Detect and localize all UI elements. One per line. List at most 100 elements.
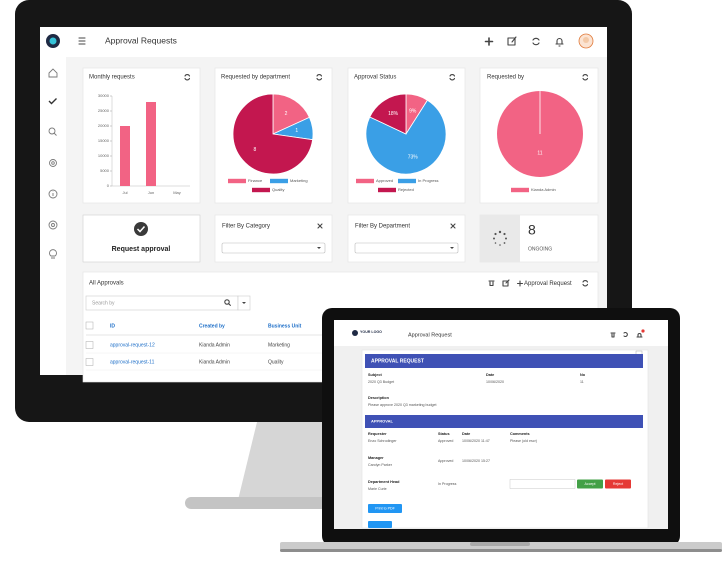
- legend-label: Marketing: [290, 178, 308, 183]
- nav-home[interactable]: [48, 68, 58, 78]
- legend-label: Kianda Admin: [531, 187, 556, 192]
- y-tick-label: 25000: [98, 108, 110, 113]
- card-refresh[interactable]: [582, 74, 589, 81]
- reject-button[interactable]: [605, 479, 631, 489]
- field-value: Please approve 2020 Q3 marketing budget: [368, 403, 437, 407]
- laptop: YOUR LOGO Approval Request APPROVAL REQU…: [280, 308, 722, 552]
- nav-admin[interactable]: [48, 220, 58, 230]
- form-header: [365, 354, 643, 368]
- column-header: Business Unit: [268, 323, 302, 329]
- row-cell: Kianda Admin: [199, 359, 230, 365]
- x-tick-label: Jun: [148, 190, 154, 195]
- edit-icon[interactable]: [507, 36, 517, 46]
- slice-label: 2: [285, 111, 288, 117]
- column-header: Created by: [199, 323, 225, 329]
- approval-title: APPROVAL: [371, 419, 393, 424]
- x-tick-label: May: [173, 190, 181, 195]
- legend-label: In Progress: [418, 178, 438, 183]
- avatar-face: [583, 37, 589, 43]
- legend-swatch: [228, 178, 246, 184]
- accept-button[interactable]: [577, 479, 603, 489]
- pie-slice: [232, 93, 314, 175]
- table-refresh[interactable]: [582, 280, 589, 287]
- row-link[interactable]: approval-request-11: [110, 359, 155, 365]
- card-title: Requested by: [487, 75, 524, 81]
- y-tick-label: 20000: [98, 123, 110, 128]
- export-icon[interactable]: [502, 279, 510, 287]
- add-approval-button[interactable]: Approval Request: [524, 281, 572, 287]
- laptop-bell[interactable]: [636, 333, 643, 338]
- legend-swatch: [398, 178, 416, 184]
- card-title: Approval Status: [354, 75, 396, 81]
- card-refresh[interactable]: [449, 74, 456, 81]
- filter-close[interactable]: [450, 223, 456, 229]
- nav-search[interactable]: [48, 127, 57, 136]
- filter-select[interactable]: [221, 242, 326, 254]
- select-arrow: [450, 247, 454, 249]
- menu-icon[interactable]: [78, 37, 86, 45]
- header-checkbox[interactable]: [85, 321, 94, 330]
- approver-status: Approved: [438, 439, 453, 443]
- row-link[interactable]: approval-request-12: [110, 342, 155, 348]
- ongoing-icon-box: [480, 215, 520, 262]
- x-tick-label: Jul: [122, 190, 127, 195]
- y-tick-label: 5000: [100, 168, 110, 173]
- add-icon[interactable]: [484, 37, 494, 46]
- column-header: ID: [110, 323, 115, 329]
- legend-label: Rejected: [398, 187, 414, 192]
- nav-approvals[interactable]: [48, 98, 57, 105]
- field-label: Subject: [368, 373, 382, 377]
- notification-badge: [641, 329, 645, 333]
- submit-button[interactable]: [368, 521, 392, 528]
- laptop-base: [280, 542, 722, 551]
- row-checkbox[interactable]: [85, 341, 94, 349]
- field-label: No: [580, 373, 586, 377]
- filter-card: [347, 214, 466, 263]
- y-tick-label: 10000: [98, 153, 110, 158]
- check-mark: [136, 225, 146, 233]
- row-checkbox[interactable]: [85, 358, 94, 366]
- role-label: Department Head: [368, 480, 400, 484]
- approver-status: Approved: [438, 459, 453, 463]
- laptop-top-bar: [334, 320, 668, 346]
- row-cell: Kianda Admin: [199, 342, 230, 348]
- form-title: APPROVAL REQUEST: [371, 358, 424, 364]
- approver-name: Enzo Schrodinger: [368, 439, 397, 443]
- laptop-delete[interactable]: [610, 332, 616, 338]
- slice-label: 9%: [409, 108, 417, 114]
- approver-name: Carolyn Parker: [368, 463, 393, 467]
- row-cell: Quality: [268, 359, 284, 365]
- card-title: Requested by department: [221, 75, 290, 81]
- sidebar: [40, 57, 66, 375]
- row-cell: Marketing: [268, 342, 290, 348]
- bar: [120, 126, 130, 186]
- comment-input[interactable]: [509, 479, 576, 489]
- nav-settings[interactable]: [49, 159, 57, 167]
- print-button[interactable]: [368, 504, 402, 513]
- filter-card: [214, 214, 333, 263]
- search-icon[interactable]: [224, 299, 231, 306]
- legend-swatch: [252, 187, 270, 193]
- legend-label: Approved: [376, 178, 393, 183]
- nav-ideas[interactable]: [49, 249, 57, 259]
- add-approval-icon[interactable]: [516, 280, 524, 287]
- slice-label: 1: [295, 128, 298, 134]
- filter-title: Filter By Category: [222, 224, 270, 230]
- form-card: [361, 349, 649, 529]
- delete-icon[interactable]: [488, 280, 495, 287]
- card-refresh[interactable]: [316, 74, 323, 81]
- laptop-title: Approval Request: [408, 332, 452, 338]
- laptop-undo[interactable]: [623, 331, 628, 338]
- approver-date: 10/06/2020 11:47: [462, 439, 490, 443]
- card-refresh[interactable]: [184, 74, 191, 81]
- filter-close[interactable]: [317, 223, 323, 229]
- check-icon: [134, 222, 148, 236]
- y-tick-label: 30000: [98, 93, 110, 98]
- filter-select[interactable]: [354, 242, 459, 254]
- column-header: Status: [438, 432, 450, 436]
- bell-icon[interactable]: [555, 37, 564, 47]
- refresh-icon[interactable]: [532, 37, 540, 46]
- approval-header: [365, 415, 643, 428]
- laptop-notch: [470, 542, 530, 546]
- nav-info[interactable]: [48, 189, 58, 199]
